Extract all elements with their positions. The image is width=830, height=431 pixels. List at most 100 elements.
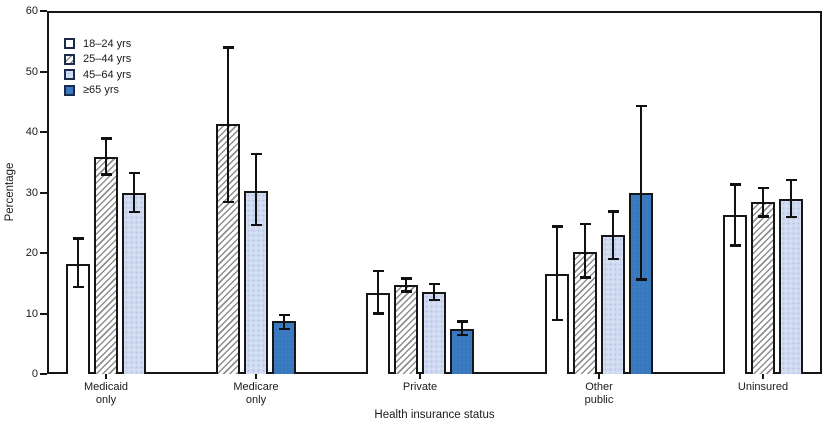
error-bar-cap-top [128, 171, 140, 175]
error-bar-cap-top [456, 320, 468, 323]
error-bar-cap-top [278, 313, 290, 317]
error-bar-line [790, 179, 792, 218]
legend-item: 25–44 yrs [64, 52, 131, 68]
x-axis-tick [255, 374, 257, 379]
bar [394, 285, 418, 374]
error-bar-cap-top [372, 269, 384, 273]
category-label: Other public [584, 381, 614, 406]
error-bar-cap-bottom [635, 278, 647, 281]
error-bar-cap-bottom [222, 200, 234, 204]
bar [779, 198, 803, 374]
error-bar-line [227, 47, 229, 203]
error-bar-cap-top [100, 137, 112, 140]
error-bar-line [77, 238, 79, 288]
bar [422, 292, 446, 374]
error-bar-cap-top [757, 186, 769, 190]
y-tick-label: 10 [25, 307, 38, 320]
error-bar-cap-top [635, 104, 647, 108]
x-axis-tick [762, 374, 764, 379]
bar [601, 234, 625, 374]
legend-item: 45–64 yrs [64, 67, 131, 83]
category-label: Medicare only [233, 381, 279, 406]
error-bar-cap-bottom [428, 298, 440, 302]
error-bar-cap-top [72, 237, 84, 240]
error-bar-line [283, 314, 285, 330]
bar [751, 202, 775, 374]
legend-swatch-icon [64, 53, 75, 65]
error-bar-line [377, 270, 379, 314]
bar [244, 190, 268, 374]
error-bar-cap-top [551, 225, 563, 228]
error-bar-line [133, 172, 135, 213]
error-bar-cap-bottom [607, 257, 619, 261]
error-bar-cap-bottom [128, 210, 140, 214]
error-bar-cap-bottom [250, 223, 262, 227]
bar [272, 321, 296, 374]
error-bar-cap-bottom [757, 215, 769, 218]
bar [122, 193, 146, 374]
error-bar-line [105, 138, 107, 175]
error-bar-cap-bottom [785, 215, 797, 219]
error-bar-cap-top [428, 282, 440, 286]
y-tick-label: 30 [25, 186, 38, 199]
error-bar-cap-bottom [456, 333, 468, 337]
bar [94, 157, 118, 374]
y-axis-tick [40, 131, 47, 133]
error-bar-cap-top [579, 222, 591, 226]
error-bar-cap-bottom [372, 312, 384, 315]
error-bar-line [612, 211, 614, 260]
y-tick-label: 0 [31, 368, 38, 380]
x-axis-tick [105, 374, 107, 379]
legend-label: 18–24 yrs [83, 37, 132, 50]
y-axis-tick [40, 312, 47, 315]
y-tick-label: 60 [25, 5, 38, 17]
y-tick-label: 20 [25, 247, 38, 259]
error-bar-line [640, 105, 642, 280]
error-bar-cap-top [729, 183, 741, 186]
y-axis-tick [40, 373, 47, 375]
legend-label: ≥65 yrs [83, 84, 119, 97]
y-axis-tick [40, 191, 47, 194]
y-tick-label: 50 [25, 65, 38, 78]
error-bar-cap-bottom [729, 244, 741, 247]
legend-label: 25–44 yrs [83, 53, 132, 66]
category-label: Private [402, 381, 438, 393]
error-bar-line [255, 153, 257, 226]
error-bar-cap-bottom [72, 285, 84, 289]
error-bar-cap-bottom [100, 173, 112, 176]
y-axis-tick [40, 70, 47, 73]
x-axis-tick [598, 374, 600, 379]
error-bar-line [584, 223, 586, 278]
error-bar-line [405, 278, 407, 292]
legend: 18–24 yrs 25–44 yrs 45–64 yrs ≥65 yrs [64, 36, 131, 98]
x-axis-tick [419, 374, 421, 379]
error-bar-cap-top [607, 210, 619, 213]
legend-label: 45–64 yrs [83, 68, 132, 81]
y-axis-tick [40, 252, 47, 254]
error-bar-cap-bottom [579, 276, 591, 279]
error-bar-cap-bottom [551, 318, 563, 322]
legend-item: ≥65 yrs [64, 83, 131, 99]
error-bar-cap-top [222, 46, 234, 49]
error-bar-cap-top [400, 277, 412, 280]
error-bar-cap-bottom [278, 327, 290, 331]
error-bar-cap-top [785, 178, 797, 182]
error-bar-line [762, 187, 764, 217]
error-bar-line [734, 184, 736, 246]
y-tick-label: 40 [25, 126, 38, 138]
error-bar-line [556, 226, 558, 321]
bar [629, 192, 653, 374]
legend-swatch-icon [64, 84, 75, 96]
legend-item: 18–24 yrs [64, 36, 131, 52]
y-axis-tick [40, 10, 47, 12]
error-bar-cap-top [250, 152, 262, 156]
x-axis-title: Health insurance status [374, 409, 495, 421]
legend-swatch-icon [64, 69, 75, 81]
category-label: Medicaid only [83, 381, 129, 406]
error-bar-cap-bottom [400, 290, 412, 293]
error-bar-line [433, 283, 435, 301]
category-label: Uninsured [737, 381, 789, 393]
legend-swatch-icon [64, 38, 75, 50]
error-bar-line [461, 321, 463, 336]
